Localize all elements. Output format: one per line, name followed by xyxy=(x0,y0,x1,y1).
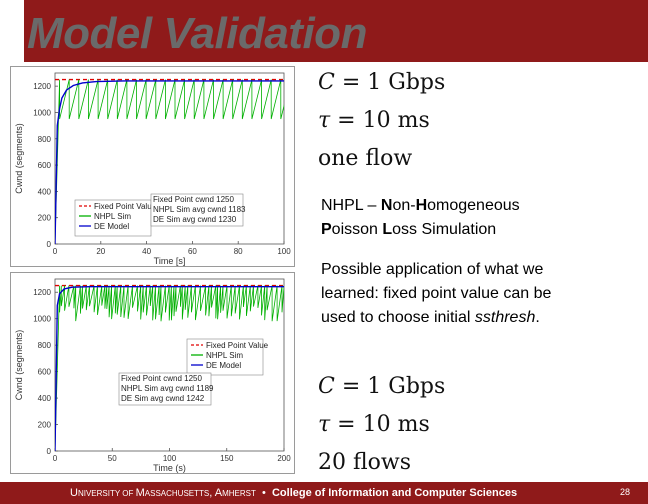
stats-box xyxy=(118,372,212,406)
footer-bullet: • xyxy=(261,487,266,499)
legend-entry: DE Model xyxy=(206,361,241,370)
y-tick-label: 1200 xyxy=(33,82,51,91)
stats-entry: DE Sim avg cwnd 1242 xyxy=(121,394,205,403)
x-tick-label: 0 xyxy=(53,454,58,463)
cwnd-plot-twenty-flows: 0 50 100 150 200 0 200 400 600 800 1000 1200 Time (s… xyxy=(10,272,295,474)
x-tick-label: 40 xyxy=(142,247,151,256)
application-note: Possible application of what we learned:… xyxy=(321,261,552,326)
y-tick-label: 200 xyxy=(38,421,52,430)
slide-title: Model Validation xyxy=(27,9,367,58)
chart-svg-1: 0 50 100 150 200 0 200 400 600 800 1000 1200 Time (s… xyxy=(14,278,291,473)
series-de-model xyxy=(55,80,284,244)
stats-box xyxy=(150,193,244,227)
y-tick-label: 400 xyxy=(38,187,52,196)
legend-entry: NHPL Sim xyxy=(94,212,131,221)
math-delay-top: τ = 10 ms xyxy=(318,108,430,133)
stats-entry: NHPL Sim avg cwnd 1183 xyxy=(153,205,246,214)
x-tick-label: 50 xyxy=(108,454,117,463)
x-tick-label: 60 xyxy=(188,247,197,256)
math-delay-bottom: τ = 10 ms xyxy=(318,412,430,437)
x-tick-label: 100 xyxy=(277,247,291,256)
x-tick-label: 100 xyxy=(163,454,177,463)
stats-entry: Fixed Point cwnd 1250 xyxy=(121,374,202,383)
series-nhpl-sim xyxy=(55,285,284,451)
x-axis-label: Time (s) xyxy=(153,463,186,473)
legend-entry: Fixed Point Value xyxy=(206,341,269,350)
x-axis-label: Time [s] xyxy=(154,256,186,266)
legend-entry: Fixed Point Value xyxy=(94,202,157,211)
footer-band xyxy=(0,482,648,504)
math-flows-top: one flow xyxy=(318,146,413,171)
y-tick-label: 200 xyxy=(38,214,52,223)
x-tick-label: 150 xyxy=(220,454,234,463)
series-nhpl-sim xyxy=(55,79,284,244)
y-tick-label: 1000 xyxy=(33,315,51,324)
x-tick-label: 80 xyxy=(234,247,243,256)
y-tick-label: 0 xyxy=(47,240,52,249)
nhpl-definition: NHPL – Non-Homogeneous Poisson Loss Simu… xyxy=(321,197,520,238)
y-tick-label: 1200 xyxy=(33,288,51,297)
legend-box xyxy=(74,199,152,237)
y-tick-label: 0 xyxy=(47,447,52,456)
legend-entry: DE Model xyxy=(94,222,129,231)
y-tick-label: 800 xyxy=(38,341,52,350)
y-tick-label: 600 xyxy=(38,161,52,170)
footer-university: UNIVERSITY OF MASSACHUSETTS, AMHERST xyxy=(70,487,256,499)
title-band xyxy=(0,0,648,62)
y-tick-label: 400 xyxy=(38,394,52,403)
legend-box xyxy=(186,338,264,376)
y-tick-label: 600 xyxy=(38,368,52,377)
x-tick-label: 200 xyxy=(277,454,291,463)
x-tick-label: 0 xyxy=(53,247,58,256)
stats-entry: DE Sim avg cwnd 1230 xyxy=(153,215,237,224)
footer-text: UNIVERSITY OF MASSACHUSETTS, AMHERST • C… xyxy=(70,487,517,499)
cwnd-plot-one-flow: 0 20 40 60 80 100 0 200 400 600 800 1000 1200 Time [s… xyxy=(10,66,295,267)
legend-entry: NHPL Sim xyxy=(206,351,243,360)
stats-entry: Fixed Point cwnd 1250 xyxy=(153,195,234,204)
stats-entry: NHPL Sim avg cwnd 1189 xyxy=(121,384,214,393)
y-tick-label: 1000 xyxy=(33,108,51,117)
x-tick-label: 20 xyxy=(96,247,105,256)
y-tick-label: 800 xyxy=(38,135,52,144)
page-number: 28 xyxy=(619,487,630,497)
series-de-model xyxy=(55,286,284,451)
y-axis-label: Cwnd (segments) xyxy=(14,330,24,401)
title-band-margin xyxy=(0,0,24,62)
math-capacity-top: C = 1 Gbps xyxy=(318,70,446,95)
y-axis-label: Cwnd (segments) xyxy=(14,123,24,194)
math-capacity-bottom: C = 1 Gbps xyxy=(318,374,446,399)
footer-college: College of Information and Computer Scie… xyxy=(271,487,518,499)
math-flows-bottom: 20 flows xyxy=(318,450,412,475)
